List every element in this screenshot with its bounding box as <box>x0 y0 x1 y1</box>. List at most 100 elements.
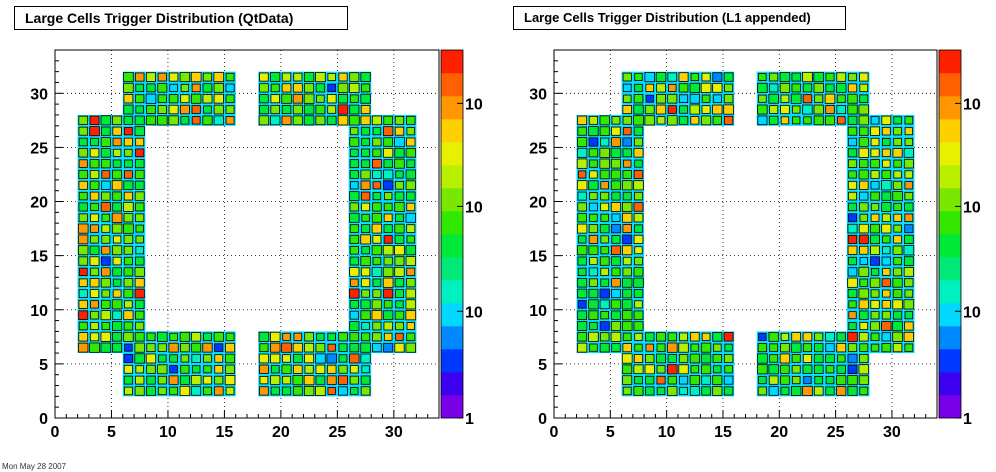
heatmap-cell <box>723 104 734 115</box>
heatmap-cell <box>870 321 880 331</box>
heatmap-cell <box>383 332 393 341</box>
heatmap-cell <box>349 278 359 287</box>
heatmap-cell <box>644 104 655 115</box>
heatmap-cell <box>622 234 633 245</box>
heatmap-cell <box>78 213 88 223</box>
heatmap-cell <box>78 267 88 277</box>
heatmap-cell <box>315 385 326 396</box>
heatmap-cell <box>78 342 89 353</box>
heatmap-cell <box>712 375 723 385</box>
heatmap-cell <box>361 137 370 147</box>
heatmap-cell <box>383 159 393 169</box>
footer-timestamp: Mon May 28 2007 <box>2 462 67 471</box>
heatmap-cell <box>847 364 858 374</box>
heatmap-cell <box>848 300 857 309</box>
heatmap-cell <box>588 126 599 137</box>
heatmap-cell <box>655 353 667 364</box>
heatmap-cell <box>656 116 666 125</box>
heatmap-cell <box>406 191 416 201</box>
heatmap-cell <box>769 83 779 93</box>
heatmap-cell <box>315 343 326 353</box>
heatmap-cell <box>667 375 677 385</box>
heatmap-cell <box>881 115 892 126</box>
x-tick-label: 15 <box>216 424 234 441</box>
heatmap-cell <box>814 332 824 342</box>
heatmap-cell <box>634 376 643 385</box>
heatmap-cell <box>712 83 723 93</box>
heatmap-cell <box>904 311 914 320</box>
heatmap-cell <box>622 267 632 277</box>
heatmap-cell <box>588 310 599 320</box>
heatmap-cell <box>791 332 802 342</box>
heatmap-cell <box>349 299 359 309</box>
heatmap-cell <box>360 180 371 190</box>
heatmap-cell <box>134 169 145 180</box>
heatmap-cell <box>101 191 111 201</box>
heatmap-cell <box>134 277 145 288</box>
heatmap-cell <box>292 386 303 396</box>
heatmap-cell <box>360 115 371 126</box>
heatmap-cell <box>893 235 902 244</box>
heatmap-cell <box>712 386 723 396</box>
heatmap-cell <box>157 115 168 126</box>
heatmap-cell <box>315 83 326 93</box>
heatmap-cell <box>870 223 880 234</box>
heatmap-cell <box>100 202 111 212</box>
heatmap-cell <box>870 191 880 201</box>
heatmap-cell <box>371 299 383 310</box>
heatmap-cell <box>180 354 190 363</box>
heatmap-cell <box>158 354 167 363</box>
heatmap-cell <box>881 300 891 309</box>
heatmap-cell <box>644 364 655 375</box>
heatmap-cell <box>622 364 633 375</box>
heatmap-cell <box>892 191 903 202</box>
heatmap-cell <box>780 332 790 341</box>
heatmap-cell <box>713 343 722 352</box>
heatmap-cell <box>111 245 123 256</box>
heatmap-cell <box>588 180 599 191</box>
heatmap-cell <box>135 224 144 233</box>
y-tick-label: 0 <box>538 411 547 428</box>
heatmap-cell <box>666 342 678 353</box>
heatmap-cell <box>303 115 315 126</box>
heatmap-cell <box>383 202 393 212</box>
heatmap-cell <box>577 223 588 234</box>
heatmap-cell <box>758 376 767 385</box>
heatmap-cell <box>169 386 179 396</box>
heatmap-cell <box>213 93 224 104</box>
heatmap-cell <box>859 159 869 169</box>
heatmap-cell <box>372 278 382 287</box>
heatmap-cell <box>406 267 416 277</box>
heatmap-cell <box>89 278 100 288</box>
heatmap-cell <box>100 277 111 288</box>
heatmap-cell <box>769 354 779 363</box>
heatmap-cell <box>394 191 405 201</box>
heatmap-cell <box>588 234 599 244</box>
heatmap-cell <box>881 169 892 180</box>
heatmap-cell <box>326 353 337 364</box>
heatmap-cell <box>78 202 88 212</box>
heatmap-cell <box>214 343 224 352</box>
heatmap-cell <box>870 267 880 276</box>
heatmap-cell <box>101 321 111 331</box>
heatmap-cell <box>633 234 644 245</box>
heatmap-cell <box>270 331 281 342</box>
heatmap-cell <box>293 364 303 374</box>
heatmap-cell <box>588 278 598 287</box>
heatmap-cell <box>360 191 371 201</box>
heatmap-cell <box>836 104 847 115</box>
heatmap-cell <box>123 310 134 321</box>
heatmap-cell <box>281 364 292 375</box>
heatmap-cell <box>903 267 914 277</box>
heatmap-cell <box>405 342 417 353</box>
heatmap-cell <box>134 191 145 201</box>
heatmap-cell <box>892 245 903 255</box>
heatmap-cell <box>338 386 348 396</box>
heatmap-cell <box>90 137 99 147</box>
heatmap-cell <box>599 115 610 126</box>
y-tick-label: 30 <box>30 86 48 103</box>
heatmap-cell <box>600 137 610 147</box>
heatmap-cell <box>281 386 292 396</box>
heatmap-cell <box>213 386 224 396</box>
